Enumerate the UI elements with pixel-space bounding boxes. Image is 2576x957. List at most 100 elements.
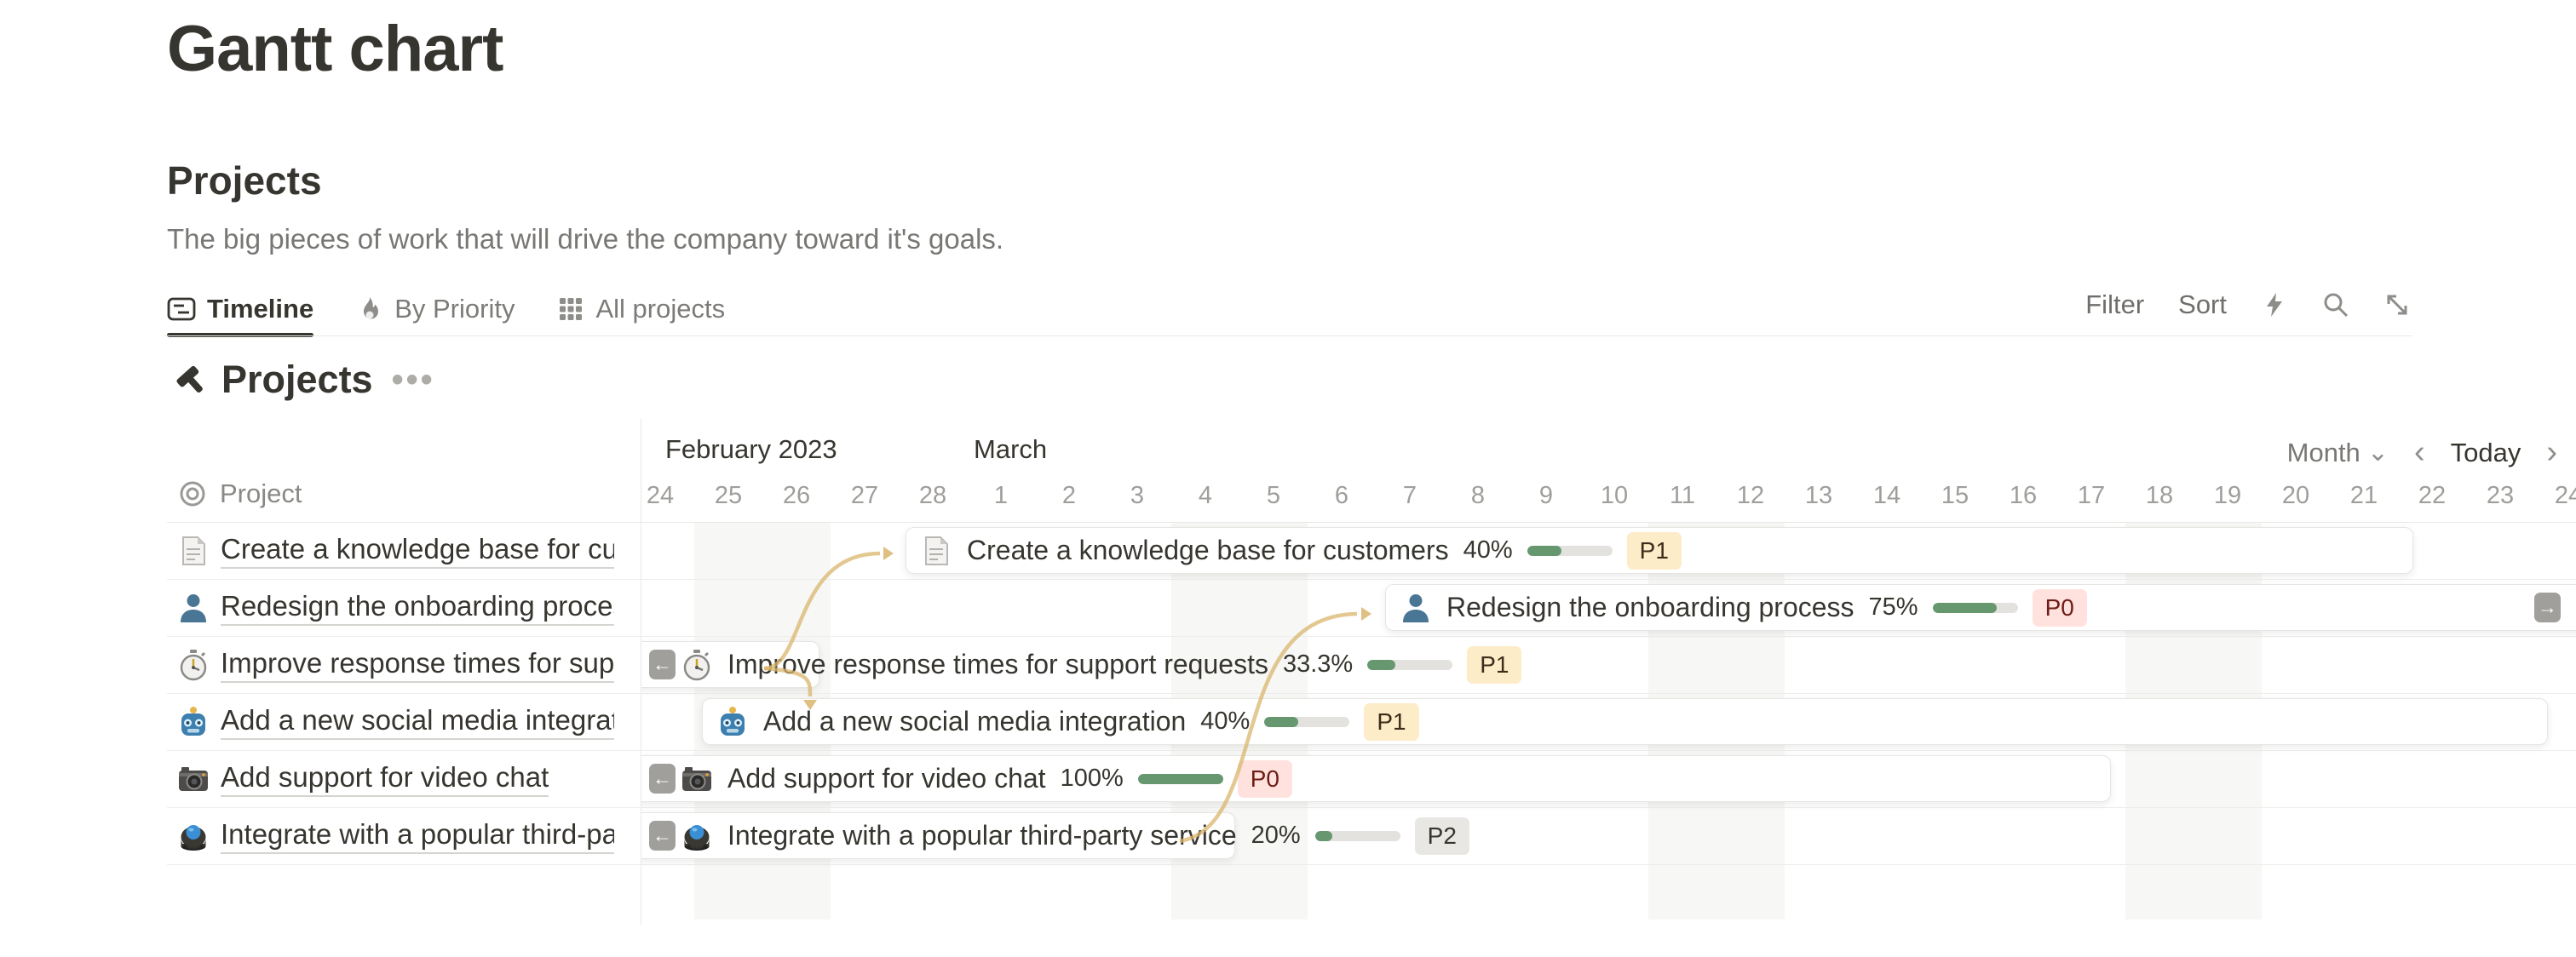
trackball-icon xyxy=(177,820,210,852)
month-label: March xyxy=(974,434,1048,464)
section-description: The big pieces of work that will drive t… xyxy=(167,223,1004,255)
table-row[interactable]: Improve response times for support reque… xyxy=(177,636,614,693)
tab-timeline[interactable]: Timeline xyxy=(167,283,314,337)
day-label[interactable]: 21 xyxy=(2349,482,2378,509)
row-divider xyxy=(167,807,2576,808)
day-label[interactable]: 23 xyxy=(2486,482,2515,509)
row-divider xyxy=(167,636,2576,637)
row-title[interactable]: Add a new social media integration xyxy=(221,704,614,740)
day-label[interactable]: 3 xyxy=(1130,482,1145,509)
day-label[interactable]: 9 xyxy=(1538,482,1554,509)
bar-percent: 75% xyxy=(1868,593,1918,621)
gantt-bar[interactable]: Integrate with a popular third-party ser… xyxy=(641,812,1469,859)
scroll-to-bar-left-button[interactable]: ← xyxy=(649,764,676,794)
zoom-level-dropdown[interactable]: Month ⌄ xyxy=(2286,437,2389,467)
progress-bar xyxy=(1527,545,1613,556)
search-icon[interactable] xyxy=(2322,291,2349,318)
table-row[interactable]: Integrate with a popular third-party ser… xyxy=(177,807,614,864)
day-label[interactable]: 8 xyxy=(1470,482,1486,509)
table-row[interactable]: Redesign the onboarding process xyxy=(177,579,614,636)
zap-icon[interactable] xyxy=(2261,291,2288,318)
day-label[interactable]: 20 xyxy=(2281,482,2310,509)
tab-label: By Priority xyxy=(394,294,515,324)
day-label[interactable]: 18 xyxy=(2145,482,2174,509)
bar-percent: 20% xyxy=(1251,822,1301,849)
gantt-bar[interactable]: Add support for video chat 100% P0 xyxy=(641,755,2111,802)
camera-icon xyxy=(681,763,713,795)
day-label[interactable]: 10 xyxy=(1600,482,1629,509)
row-title[interactable]: Integrate with a popular third-party ser… xyxy=(221,818,614,854)
day-label[interactable]: 25 xyxy=(714,482,743,509)
table-row[interactable]: Create a knowledge base for customers xyxy=(177,522,614,579)
flame-icon xyxy=(356,295,383,323)
expand-icon[interactable] xyxy=(2383,291,2411,318)
scroll-to-bar-right-button[interactable]: → xyxy=(2534,593,2561,622)
day-label[interactable]: 7 xyxy=(1402,482,1417,509)
day-label[interactable]: 4 xyxy=(1198,482,1213,509)
sort-button[interactable]: Sort xyxy=(2178,289,2227,319)
day-label[interactable]: 22 xyxy=(2418,482,2447,509)
day-label[interactable]: 24 xyxy=(646,482,675,509)
gantt-bar[interactable]: Create a knowledge base for customers 40%… xyxy=(906,527,2413,574)
day-label[interactable]: 26 xyxy=(782,482,811,509)
scroll-to-bar-left-button[interactable]: ← xyxy=(649,650,676,679)
priority-badge: P2 xyxy=(1414,817,1469,855)
day-label[interactable]: 12 xyxy=(1736,482,1765,509)
person-icon xyxy=(1400,592,1432,624)
tab-label: All projects xyxy=(595,294,726,324)
gantt-bar[interactable]: Redesign the onboarding process 75% P0 xyxy=(1385,584,2576,631)
timeline-controls: Month ⌄ ‹ Today › xyxy=(2287,434,2557,471)
day-label[interactable]: 14 xyxy=(1872,482,1901,509)
gantt-chart-area: Month ⌄ ‹ Today › February 2023 March 24 25… xyxy=(641,419,2576,926)
chevron-down-icon: ⌄ xyxy=(2366,438,2389,467)
day-label[interactable]: 28 xyxy=(918,482,947,509)
day-label[interactable]: 19 xyxy=(2213,482,2242,509)
next-period-button[interactable]: › xyxy=(2546,434,2557,470)
bar-title: Integrate with a popular third-party ser… xyxy=(727,820,1237,851)
day-label[interactable]: 11 xyxy=(1669,482,1696,509)
today-button[interactable]: Today xyxy=(2450,437,2521,467)
trackball-icon xyxy=(681,820,713,852)
filter-button[interactable]: Filter xyxy=(2085,289,2145,319)
day-label[interactable]: 24 xyxy=(2554,482,2576,509)
day-label[interactable]: 27 xyxy=(850,482,879,509)
progress-fill xyxy=(1137,773,1223,784)
progress-fill xyxy=(1932,602,1997,613)
dependency-arrowhead xyxy=(1361,607,1371,621)
day-label[interactable]: 15 xyxy=(1941,482,1969,509)
person-icon xyxy=(177,592,210,624)
tab-all-projects[interactable]: All projects xyxy=(557,283,725,335)
database-title[interactable]: Projects xyxy=(221,358,373,401)
day-label[interactable]: 17 xyxy=(2077,482,2106,509)
gantt-bar[interactable]: Add a new social media integration 40% P1 xyxy=(702,698,2548,745)
row-title[interactable]: Redesign the onboarding process xyxy=(221,590,614,626)
prev-period-button[interactable]: ‹ xyxy=(2413,434,2425,470)
collection-toolbar: Filter Sort xyxy=(2085,289,2411,320)
day-label[interactable]: 6 xyxy=(1334,482,1349,509)
tab-by-priority[interactable]: By Priority xyxy=(356,283,515,335)
grid-icon xyxy=(557,295,584,323)
tab-label: Timeline xyxy=(207,294,314,324)
row-divider xyxy=(167,579,2576,580)
row-divider xyxy=(167,750,2576,751)
day-label[interactable]: 5 xyxy=(1266,482,1281,509)
bar-title: Create a knowledge base for customers xyxy=(967,535,1449,565)
progress-bar xyxy=(1932,602,2018,613)
progress-fill xyxy=(1367,659,1396,670)
tabbar-divider xyxy=(164,335,2412,336)
section-title: Projects xyxy=(167,158,322,203)
day-label[interactable]: 1 xyxy=(993,482,1009,509)
more-options-icon[interactable]: ••• xyxy=(391,360,435,398)
day-label[interactable]: 16 xyxy=(2009,482,2038,509)
day-label[interactable]: 13 xyxy=(1804,482,1833,509)
row-title[interactable]: Create a knowledge base for customers xyxy=(221,533,614,569)
row-title[interactable]: Improve response times for support reque… xyxy=(221,647,614,683)
page-title: Gantt chart xyxy=(167,13,503,85)
row-title[interactable]: Add support for video chat xyxy=(221,761,549,797)
scroll-to-bar-left-button[interactable]: ← xyxy=(649,821,676,851)
timeline-widget: Project COUNT 6 Create a knowledge base … xyxy=(167,419,2576,926)
day-label[interactable]: 2 xyxy=(1061,482,1077,509)
table-row[interactable]: Add support for video chat xyxy=(177,750,549,807)
table-row[interactable]: Add a new social media integration xyxy=(177,693,614,750)
